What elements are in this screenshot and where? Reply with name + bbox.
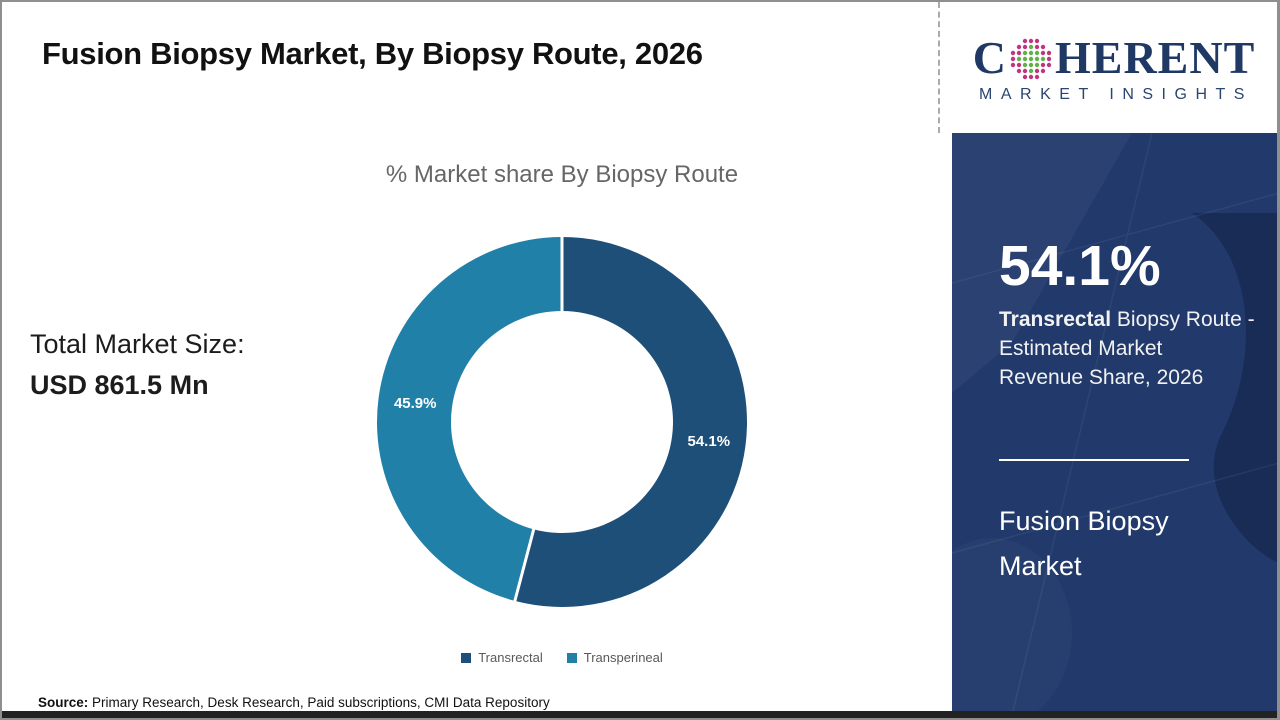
logo-letters-rest: HERENT bbox=[1054, 32, 1256, 83]
logo-letter-c: C bbox=[972, 32, 1007, 83]
coherent-logo: C HERENT MARKET INSIGHTS bbox=[949, 2, 1277, 133]
panel-desc-bold: Transrectal bbox=[999, 308, 1112, 331]
panel-desc-line2: Estimated Market bbox=[999, 337, 1163, 360]
source-line: Source: Primary Research, Desk Research,… bbox=[38, 695, 550, 710]
page-title: Fusion Biopsy Market, By Biopsy Route, 2… bbox=[42, 36, 703, 71]
panel-highlight-value: 54.1% bbox=[999, 234, 1161, 298]
dot-globe-logo-icon bbox=[1010, 38, 1052, 80]
source-text: Primary Research, Desk Research, Paid su… bbox=[92, 695, 550, 710]
legend-label: Transrectal bbox=[478, 650, 543, 665]
bottom-border-strip bbox=[2, 711, 1277, 718]
panel-highlight-desc: Transrectal Biopsy Route - Estimated Mar… bbox=[999, 305, 1265, 392]
legend-swatch bbox=[461, 652, 472, 663]
source-label: Source: bbox=[38, 695, 89, 710]
legend-swatch bbox=[566, 652, 577, 663]
donut-slice-transrectal[interactable] bbox=[514, 237, 747, 607]
logo-tagline: MARKET INSIGHTS bbox=[979, 86, 1253, 103]
panel-desc-line3: Revenue Share, 2026 bbox=[999, 366, 1204, 389]
slice-gap-line bbox=[513, 527, 536, 603]
legend-label: Transperineal bbox=[583, 650, 663, 665]
world-map-texture bbox=[952, 133, 1277, 715]
slice-label: 54.1% bbox=[688, 433, 731, 450]
donut-slice-transperineal[interactable] bbox=[377, 237, 562, 601]
chart-legend: Transrectal Transperineal bbox=[332, 650, 792, 665]
total-market-label: Total Market Size: bbox=[30, 329, 245, 359]
header-dashed-divider bbox=[938, 2, 940, 133]
panel-title: Fusion Biopsy Market bbox=[999, 506, 1169, 581]
slice-label: 45.9% bbox=[394, 395, 437, 412]
donut-chart: 54.1% 45.9% bbox=[372, 232, 752, 612]
legend-item-transrectal[interactable]: Transrectal bbox=[461, 650, 543, 665]
side-panel: 54.1% Transrectal Biopsy Route - Estimat… bbox=[952, 133, 1277, 715]
legend-item-transperineal[interactable]: Transperineal bbox=[566, 650, 663, 665]
panel-divider-line bbox=[999, 459, 1189, 461]
panel-desc-line1: Biopsy Route - bbox=[1111, 308, 1255, 331]
total-market-block: Total Market Size: USD 861.5 Mn bbox=[30, 324, 245, 406]
donut-svg: 54.1% 45.9% bbox=[377, 236, 747, 607]
chart-subtitle: % Market share By Biopsy Route bbox=[385, 161, 739, 188]
total-market-value: USD 861.5 Mn bbox=[30, 370, 209, 400]
logo-wordmark: C HERENT bbox=[973, 35, 1256, 81]
